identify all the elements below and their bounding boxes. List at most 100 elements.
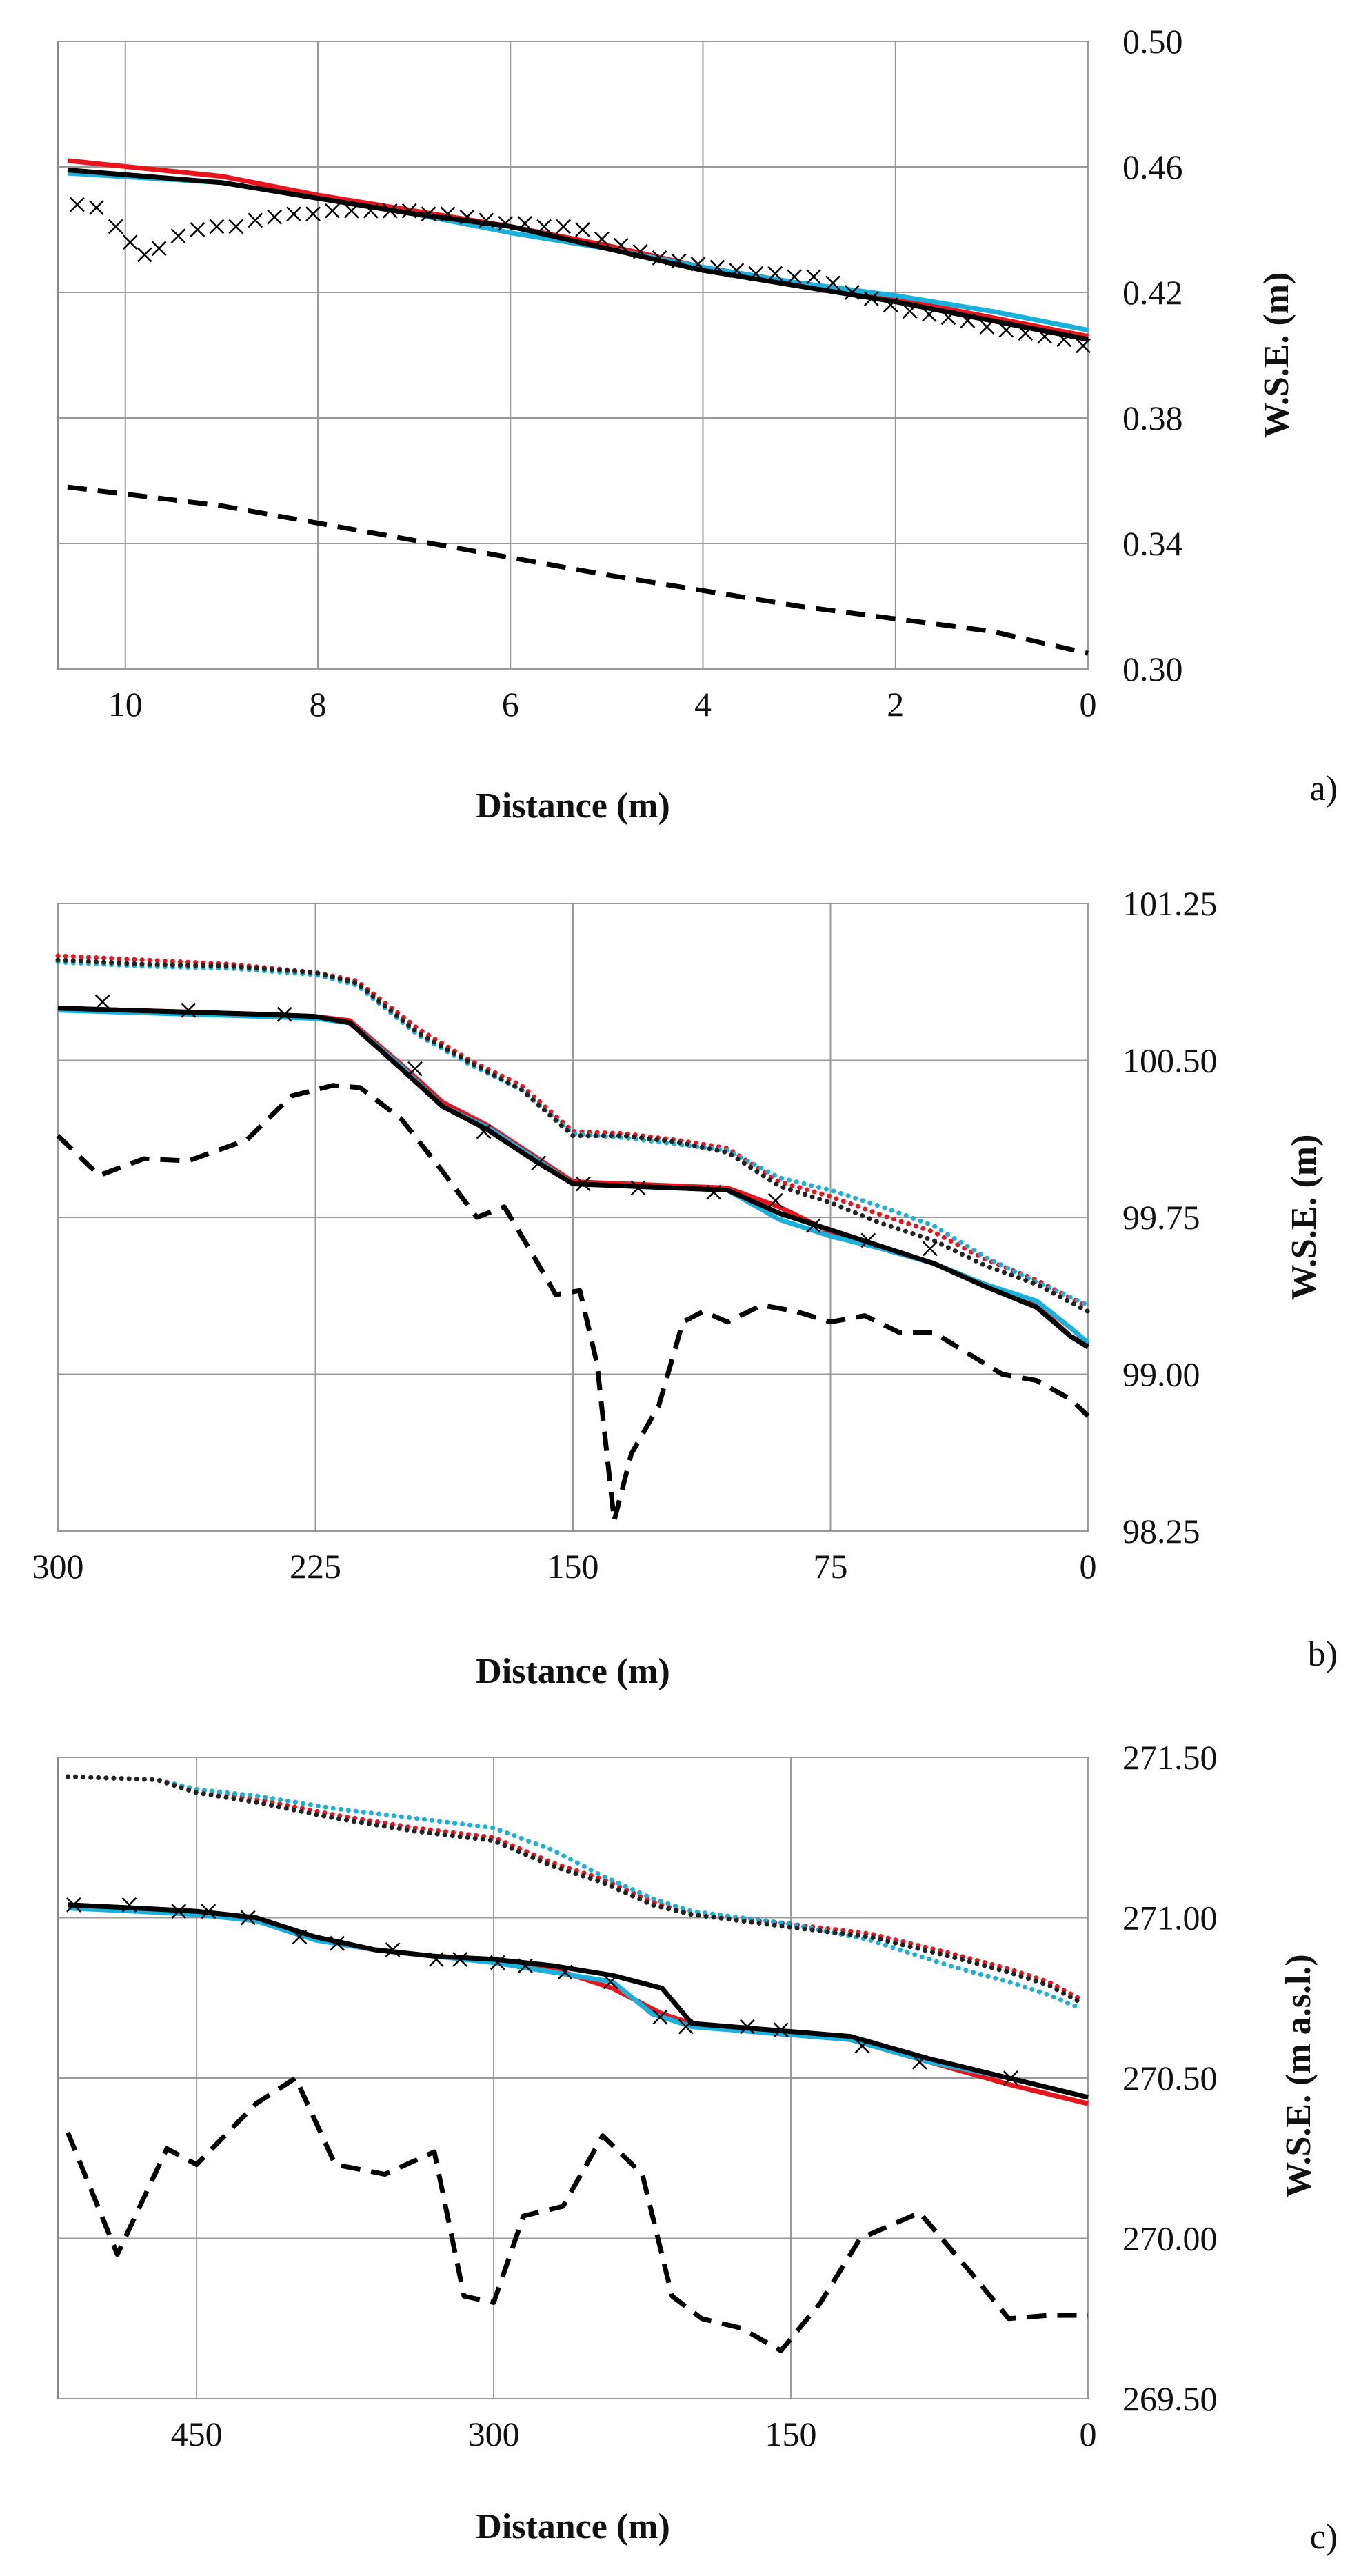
x-tick-label: 0 [1080, 685, 1097, 723]
data-point-marker [121, 1897, 137, 1913]
y-axis-title: W.S.E. (m) [1285, 1135, 1324, 1301]
data-point-marker [305, 206, 321, 222]
data-point-marker [854, 2038, 870, 2054]
x-tick-label: 0 [1080, 2415, 1097, 2453]
data-point-marker [171, 1904, 187, 1919]
data-point-marker [137, 247, 152, 263]
data-point-marker [557, 1964, 573, 1980]
y-tick-label: 99.00 [1122, 1355, 1200, 1394]
data-point-marker [428, 1952, 444, 1967]
data-point-marker [594, 231, 610, 247]
data-point-marker [690, 257, 706, 272]
data-point-marker [863, 291, 879, 306]
data-point-marker [860, 1232, 876, 1248]
data-point-marker [385, 1942, 401, 1957]
x-tick-label: 300 [32, 1547, 84, 1586]
data-point-marker [94, 994, 110, 1010]
data-point-marker [459, 209, 475, 225]
y-axis-title: W.S.E. (m a.s.l.) [1279, 1954, 1318, 2197]
series-line-cyan-dotted [55, 959, 1091, 1308]
data-point-marker [325, 203, 340, 219]
panel-label: a) [1310, 769, 1338, 808]
series-line-black [67, 168, 1089, 342]
data-point-marker [556, 219, 571, 234]
series-line-bed [66, 2075, 1088, 2353]
y-tick-label: 271.50 [1122, 1738, 1218, 1777]
data-point-marker [330, 1935, 345, 1951]
data-point-marker [170, 228, 186, 243]
data-point-marker [228, 219, 244, 234]
panel-label: c) [1310, 2517, 1338, 2557]
data-point-marker [452, 1952, 468, 1967]
data-point-marker [190, 222, 205, 237]
x-tick-label: 450 [171, 2415, 223, 2453]
x-axis-title: Distance (m) [476, 2507, 670, 2546]
data-point-marker [767, 1192, 783, 1208]
data-point-marker [883, 297, 898, 313]
x-tick-label: 150 [765, 2415, 817, 2453]
series-line-cyan-dotted [65, 1774, 1081, 2010]
series-line-bed [56, 1083, 1090, 1524]
data-point-marker [401, 203, 417, 219]
data-point-marker [825, 275, 840, 291]
data-point-marker [805, 1218, 821, 1234]
data-point-marker [531, 1155, 547, 1171]
chart-panel-a: 10 8 6 4 2 0 0.30 0.34 0.38 0.42 0.46 0.50 Distance… [57, 22, 1338, 826]
data-point-marker [440, 206, 456, 222]
data-point-marker [421, 206, 436, 222]
data-point-marker [911, 2054, 927, 2070]
x-tick-label: 300 [468, 2415, 520, 2453]
x-tick-label: 8 [309, 685, 326, 723]
data-point-marker [960, 313, 976, 328]
data-point-marker [652, 250, 667, 266]
data-point-marker [209, 219, 225, 234]
series-observed [70, 197, 1091, 354]
y-axis-title: W.S.E. (m) [1257, 272, 1296, 439]
data-point-marker [240, 1910, 256, 1926]
data-point-marker [748, 266, 764, 281]
data-point-marker [575, 222, 590, 237]
data-point-marker [940, 310, 956, 326]
data-point-marker [706, 1184, 722, 1200]
y-tick-label: 99.75 [1122, 1198, 1200, 1237]
y-tick-label: 0.50 [1122, 22, 1183, 61]
series-line-red [67, 158, 1089, 339]
data-point-marker [122, 234, 138, 250]
y-tick-label: 0.38 [1122, 399, 1183, 437]
y-tick-label: 0.46 [1122, 148, 1183, 186]
series-line-red-dotted [65, 1774, 1081, 2001]
data-point-marker [902, 303, 918, 319]
series-line-black-dotted [65, 1774, 1081, 2004]
data-point-marker [476, 1124, 492, 1139]
data-point-marker [1076, 338, 1091, 354]
data-point-marker [276, 1006, 292, 1022]
data-point-marker [979, 319, 995, 335]
data-point-marker [343, 203, 359, 219]
data-point-marker [267, 209, 283, 225]
data-point-marker [498, 216, 514, 231]
y-tick-label: 271.00 [1122, 1899, 1218, 1937]
data-point-marker [88, 200, 104, 216]
data-point-marker [1037, 328, 1053, 344]
data-point-marker [479, 212, 494, 228]
data-point-marker [709, 259, 725, 275]
series-observed [94, 994, 938, 1257]
data-point-marker [151, 241, 167, 257]
data-point-marker [630, 1180, 646, 1196]
data-point-marker [613, 237, 629, 253]
data-point-marker [729, 263, 745, 279]
data-point-marker [248, 212, 263, 228]
data-point-marker [739, 2019, 755, 2035]
series-line-black-dotted [55, 957, 1091, 1314]
x-tick-label: 2 [887, 685, 904, 723]
y-tick-label: 270.50 [1122, 2059, 1218, 2097]
chart-panel-b: 300 225 150 75 098.2599.0099.75100.50101.25 … [32, 884, 1338, 1691]
y-tick-label: 0.34 [1122, 524, 1183, 563]
data-point-marker [1018, 326, 1034, 341]
data-point-marker [536, 219, 552, 234]
x-axis-title: Distance (m) [476, 786, 670, 826]
x-tick-label: 150 [547, 1547, 599, 1586]
data-point-marker [286, 206, 301, 222]
data-point-marker [678, 2019, 694, 2035]
